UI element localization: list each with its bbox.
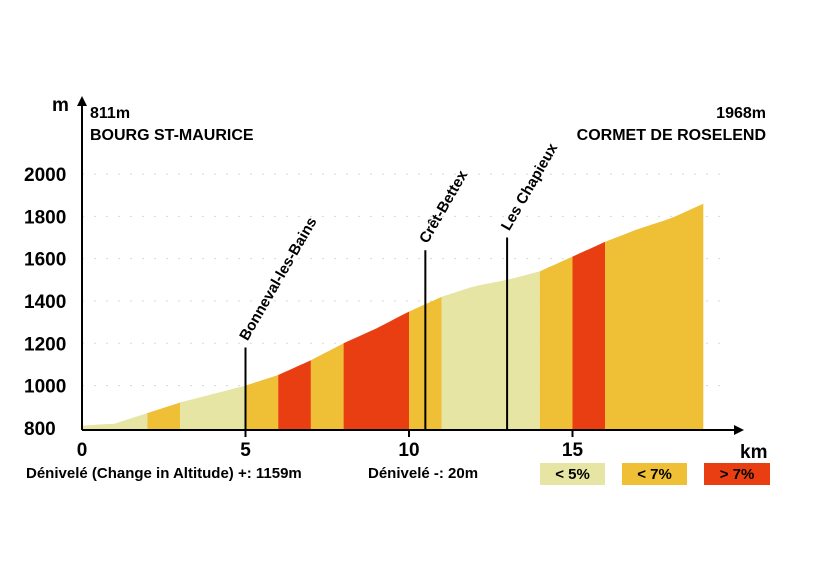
start-name: BOURG ST-MAURICE [90,127,254,144]
segment-lt7 [245,375,279,430]
y-tick-label: 1800 [24,207,66,228]
segment-lt5 [82,413,148,430]
y-tick-label: 1000 [24,377,66,398]
x-axis-arrow [734,425,744,435]
segment-lt5 [441,271,540,430]
x-axis-label: km [740,442,767,463]
gradient-segments [82,203,704,430]
segment-lt5 [180,385,246,430]
end-elevation: 1968m [716,105,766,122]
landmark-label: Crêt-Bettex [416,167,471,246]
segment-lt7 [147,402,181,430]
y-tick-labels: 800 1000 1200 1400 1600 1800 2000 [24,165,66,440]
segment-gt7 [343,311,409,430]
x-tick-label: 10 [398,440,419,461]
negative-change-text: Dénivelé -: 20m [368,465,479,482]
legend-lt7-label: < 7% [637,465,672,483]
end-name: CORMET DE ROSELEND [577,127,766,144]
y-tick-label: 2000 [24,165,66,186]
legend-lt7: < 7% [622,463,687,485]
positive-change-text: Dénivelé (Change in Altitude) +: 1159m [26,465,302,482]
x-tick-label: 15 [562,440,584,461]
segment-lt7 [310,343,344,430]
legend-lt5: < 5% [540,463,605,485]
y-tick-label: 800 [24,419,56,440]
x-tick-label: 0 [77,440,88,461]
y-axis-arrow [77,96,87,106]
y-axis-label: m [52,95,69,116]
legend-gt7: > 7% [704,463,770,485]
segment-gt7 [278,360,311,430]
x-tick-label: 5 [240,440,251,461]
y-tick-label: 1600 [24,250,66,271]
legend-lt5-label: < 5% [555,465,590,483]
segment-lt7 [605,203,704,430]
y-tick-label: 1400 [24,292,66,313]
y-tick-label: 1200 [24,334,66,355]
start-elevation: 811m [90,105,130,122]
segment-lt7 [539,256,573,430]
segment-gt7 [572,241,606,430]
landmark-label: Bonneval-les-Bains [236,214,320,343]
x-tick-labels: 0 5 10 15 [77,430,584,461]
legend-gt7-label: > 7% [719,465,755,483]
landmark-label: Les Chapieux [498,140,562,234]
